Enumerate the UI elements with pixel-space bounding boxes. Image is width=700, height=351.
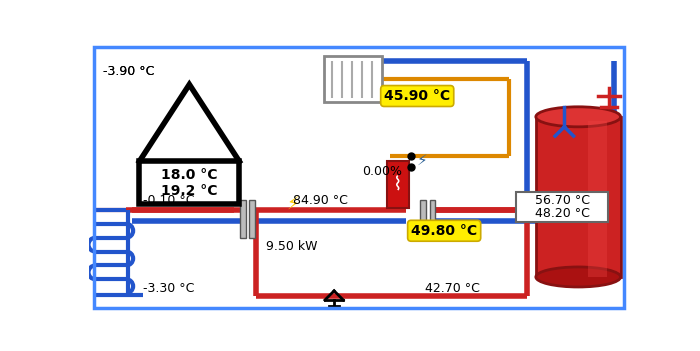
Text: 49.80 °C: 49.80 °C xyxy=(411,224,477,238)
FancyBboxPatch shape xyxy=(589,121,607,277)
Text: 84.90 °C: 84.90 °C xyxy=(293,194,348,207)
Text: 19.2 °C: 19.2 °C xyxy=(161,184,218,198)
FancyBboxPatch shape xyxy=(94,47,623,307)
FancyBboxPatch shape xyxy=(420,200,426,238)
Text: -3.90 °C: -3.90 °C xyxy=(103,65,155,78)
Text: ⚡: ⚡ xyxy=(287,196,300,214)
Text: ⚡: ⚡ xyxy=(416,153,427,168)
FancyBboxPatch shape xyxy=(536,117,621,277)
Text: 45.90 °C: 45.90 °C xyxy=(384,89,450,103)
FancyBboxPatch shape xyxy=(249,200,255,238)
FancyBboxPatch shape xyxy=(516,192,608,222)
Ellipse shape xyxy=(536,267,621,287)
Text: 18.0 °C: 18.0 °C xyxy=(161,168,218,182)
Text: -3.90 °C: -3.90 °C xyxy=(103,65,155,78)
FancyBboxPatch shape xyxy=(240,200,246,238)
Ellipse shape xyxy=(536,107,621,127)
Text: -3.30 °C: -3.30 °C xyxy=(144,282,195,295)
Text: ⌇: ⌇ xyxy=(393,175,402,194)
Text: 0.00%: 0.00% xyxy=(362,165,402,178)
Text: 48.20 °C: 48.20 °C xyxy=(535,206,589,220)
Text: -0.10 °C: -0.10 °C xyxy=(144,194,195,207)
Text: 9.50 kW: 9.50 kW xyxy=(266,240,318,253)
FancyBboxPatch shape xyxy=(324,56,382,102)
FancyBboxPatch shape xyxy=(139,161,239,204)
Text: 56.70 °C: 56.70 °C xyxy=(535,194,589,207)
FancyBboxPatch shape xyxy=(387,161,409,208)
FancyBboxPatch shape xyxy=(430,200,435,238)
Text: 42.70 °C: 42.70 °C xyxy=(425,282,480,295)
